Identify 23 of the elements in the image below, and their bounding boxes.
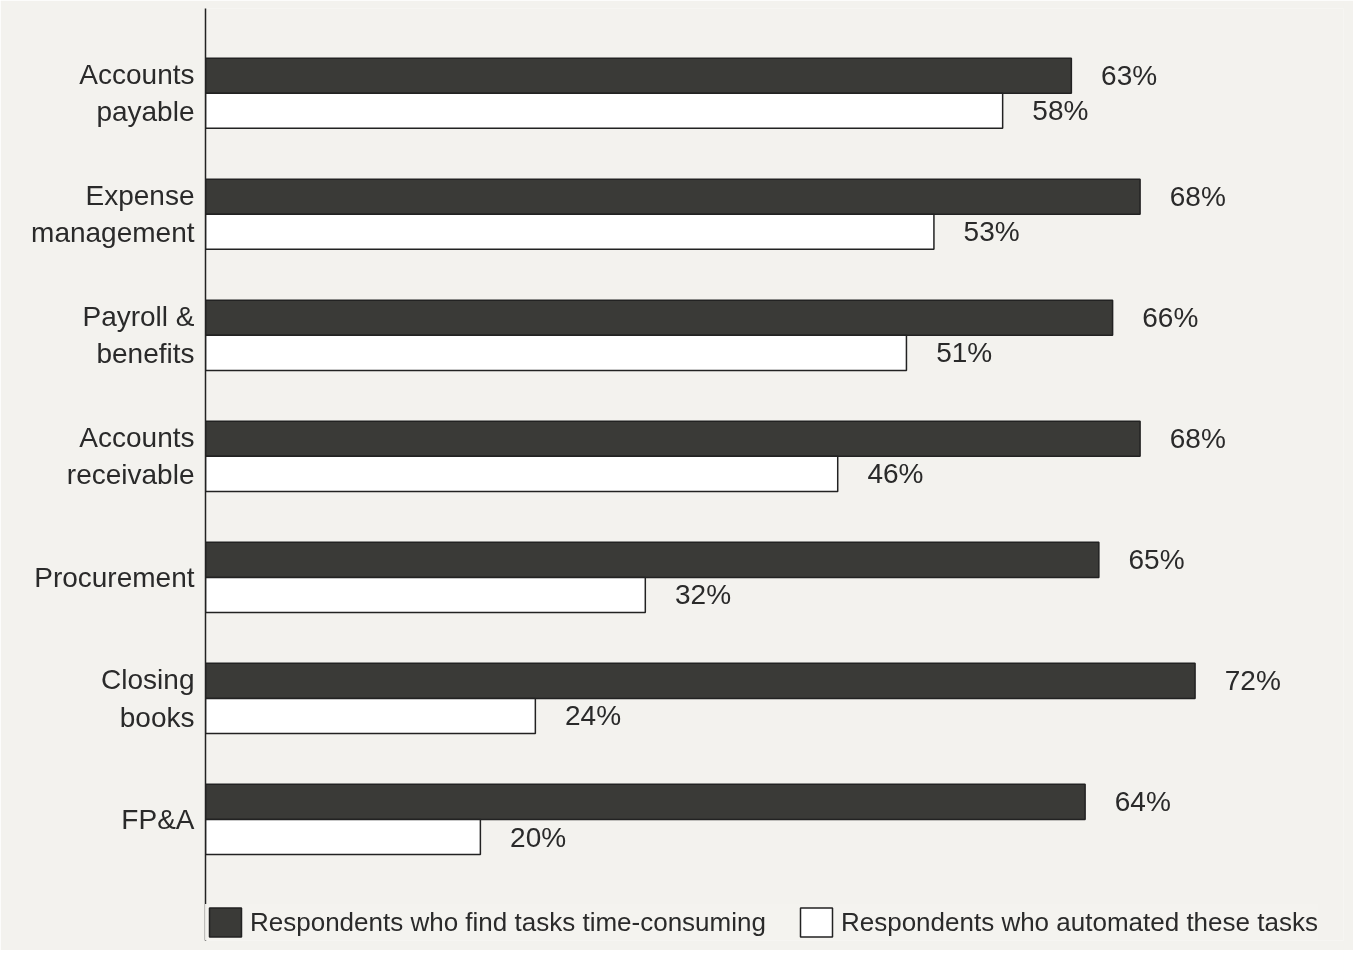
data-label: 32% [674, 579, 732, 611]
legend-label: Respondents who automated these tasks [840, 906, 1318, 938]
y-tick-label: Procurement [34, 561, 195, 593]
data-label: 64% [1114, 786, 1171, 818]
legend-label: Respondents who find tasks time-consuming [250, 906, 766, 938]
y-tick-label: FP&A [121, 803, 195, 835]
data-label: 63% [1101, 60, 1158, 92]
data-label: 72% [1224, 665, 1281, 697]
data-label: 20% [510, 821, 567, 853]
y-tick-label: Accounts receivable [66, 422, 195, 491]
y-tick-label: Closing books [101, 664, 195, 733]
y-tick-label: Accounts payable [79, 59, 195, 128]
data-label: 51% [936, 337, 993, 369]
data-label: 24% [565, 700, 622, 732]
data-label: 46% [867, 458, 924, 490]
y-tick-label: Expense management [31, 180, 195, 249]
y-tick-label: Payroll & benefits [82, 301, 195, 370]
data-label: 68% [1169, 181, 1226, 213]
data-label: 65% [1128, 544, 1185, 576]
data-label: 66% [1142, 302, 1199, 334]
data-label: 53% [963, 216, 1020, 248]
data-label: 68% [1169, 423, 1226, 455]
data-label: 58% [1032, 95, 1089, 127]
